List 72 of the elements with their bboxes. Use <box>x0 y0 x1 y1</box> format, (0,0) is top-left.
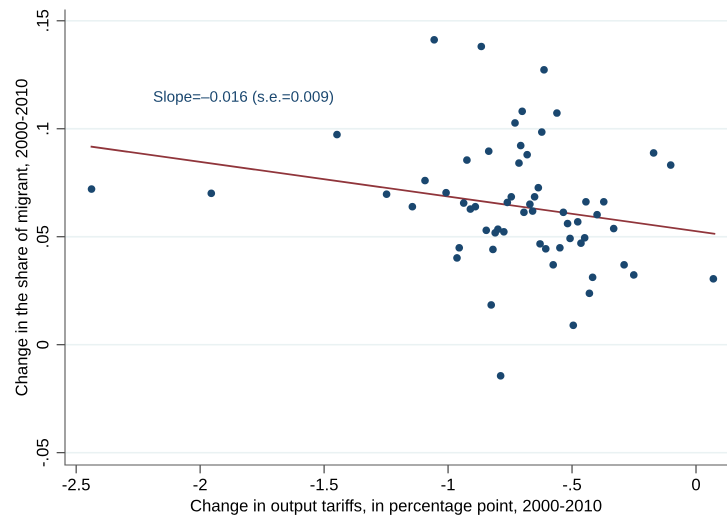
point <box>518 107 526 116</box>
point <box>650 149 658 157</box>
point <box>580 234 588 242</box>
x-tick-label: -2.5 <box>62 478 90 490</box>
y-tick-label: .05 <box>36 226 49 247</box>
point <box>382 190 390 198</box>
point <box>455 244 464 252</box>
point <box>482 226 490 234</box>
x-tick-label: -1 <box>441 478 455 490</box>
x-tick-label: -.5 <box>563 478 582 490</box>
point <box>442 188 450 196</box>
point <box>477 42 486 50</box>
point <box>588 274 596 282</box>
point <box>566 234 574 242</box>
point <box>507 192 516 201</box>
point <box>553 109 561 117</box>
point <box>542 245 550 253</box>
point <box>430 36 438 44</box>
point <box>540 66 548 74</box>
x-tick-label: -1.5 <box>310 478 338 490</box>
point <box>569 321 578 330</box>
point <box>453 254 461 262</box>
point <box>630 271 638 279</box>
point <box>530 192 538 201</box>
point <box>489 246 497 254</box>
y-tick-label: .1 <box>36 122 48 134</box>
point <box>620 261 628 269</box>
point <box>536 240 544 248</box>
point <box>484 147 493 156</box>
point <box>556 244 564 252</box>
point <box>487 301 496 309</box>
point <box>207 190 216 198</box>
point <box>666 161 675 169</box>
point <box>520 208 528 216</box>
x-axis-title: Change in output tariffs, in percentage point, 2000-2010 <box>190 499 602 515</box>
point <box>582 198 590 206</box>
point <box>88 185 96 193</box>
point <box>421 176 429 184</box>
point <box>600 198 608 206</box>
point <box>526 200 534 208</box>
point <box>491 229 499 237</box>
point <box>333 130 341 138</box>
point <box>610 224 618 232</box>
point <box>516 142 525 150</box>
point <box>574 218 582 226</box>
point <box>549 261 557 269</box>
point <box>560 208 568 216</box>
point <box>710 275 718 283</box>
y-tick-label: 0 <box>36 340 49 349</box>
point <box>408 202 416 211</box>
point <box>500 228 508 236</box>
point <box>511 119 519 127</box>
y-axis-title: Change in the share of migrant, 2000-2010 <box>15 79 31 396</box>
x-tick-label: -2 <box>193 478 207 490</box>
point <box>528 207 536 215</box>
annotation: Slope=–0.016 (s.e.=0.009) <box>154 90 334 105</box>
point <box>577 239 585 248</box>
point <box>586 290 594 298</box>
point <box>463 156 471 164</box>
point <box>593 210 601 219</box>
point <box>534 184 542 192</box>
y-tick-label: -.05 <box>36 439 49 466</box>
x-tick-label: 0 <box>692 478 700 490</box>
point <box>523 150 531 158</box>
y-tick-label: .15 <box>36 10 49 31</box>
point <box>538 128 546 136</box>
point <box>564 220 572 228</box>
point <box>504 198 512 206</box>
point <box>460 199 468 207</box>
point <box>472 202 480 211</box>
point <box>515 159 523 167</box>
point <box>496 372 504 380</box>
